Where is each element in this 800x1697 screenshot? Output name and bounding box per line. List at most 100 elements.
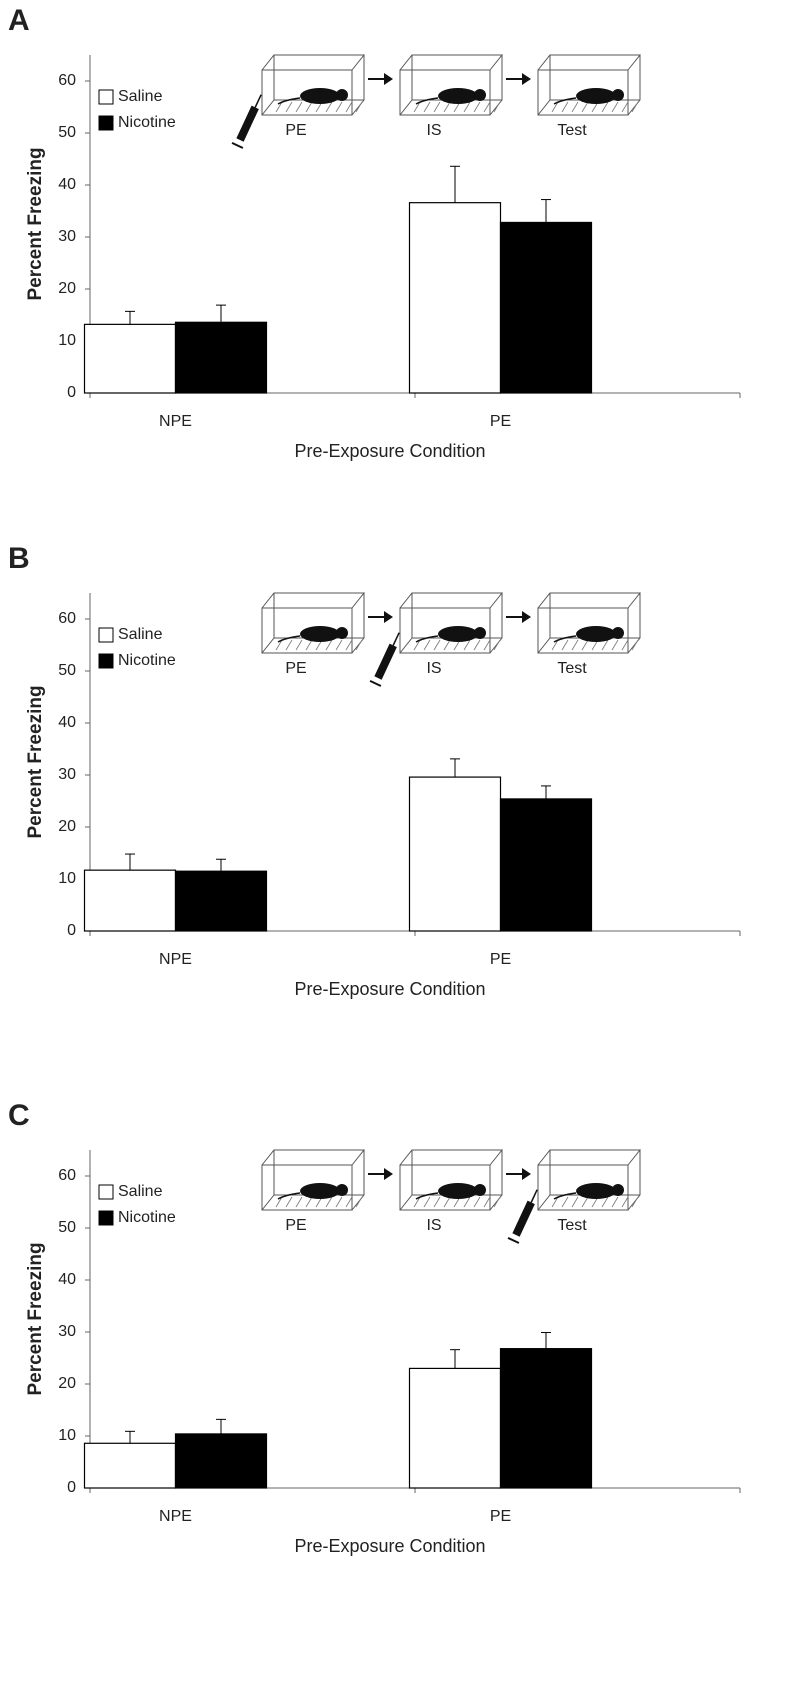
- diagram-label: Test: [557, 660, 587, 677]
- y-axis-label: Percent Freezing: [25, 1242, 46, 1395]
- floor-hatch: [581, 639, 589, 651]
- bar: [408, 1367, 502, 1489]
- floor-hatch: [305, 1196, 313, 1208]
- diagram-label: Test: [557, 1217, 587, 1234]
- mouse-tail: [553, 1192, 577, 1200]
- syringe-barrel: [236, 105, 259, 142]
- legend-label: Nicotine: [118, 114, 176, 131]
- y-tick-label: 50: [58, 1219, 76, 1236]
- floor-hatch: [355, 1196, 363, 1208]
- floor-hatch: [493, 101, 501, 113]
- legend-swatch: [98, 653, 114, 669]
- floor-hatch: [581, 101, 589, 113]
- floor-hatch: [621, 639, 629, 651]
- floor-hatch: [463, 639, 471, 651]
- mouse-head: [612, 89, 624, 101]
- mouse-head: [336, 89, 348, 101]
- floor-hatch: [631, 101, 639, 113]
- y-tick-label: 0: [67, 922, 76, 939]
- bar: [408, 202, 502, 394]
- y-axis-label: Percent Freezing: [25, 685, 46, 838]
- x-tick-label: PE: [490, 1508, 511, 1525]
- floor-hatch: [295, 101, 303, 113]
- diagram-label: IS: [426, 122, 441, 139]
- floor-hatch: [611, 1196, 619, 1208]
- floor-hatch: [581, 1196, 589, 1208]
- syringe-barrel: [512, 1200, 535, 1237]
- y-tick-label: 40: [58, 176, 76, 193]
- floor-hatch: [463, 101, 471, 113]
- legend-label: Saline: [118, 1183, 163, 1200]
- floor-hatch: [561, 1196, 569, 1208]
- mouse-head: [474, 1184, 486, 1196]
- y-tick-label: 0: [67, 384, 76, 401]
- floor-hatch: [551, 639, 559, 651]
- mouse-body: [576, 626, 616, 642]
- mouse-head: [336, 627, 348, 639]
- floor-hatch: [463, 1196, 471, 1208]
- floor-hatch: [443, 639, 451, 651]
- mouse-body: [438, 626, 478, 642]
- y-tick-label: 20: [58, 1375, 76, 1392]
- y-tick-label: 20: [58, 818, 76, 835]
- floor-hatch: [631, 1196, 639, 1208]
- x-axis-label: Pre-Exposure Condition: [294, 1536, 485, 1556]
- diagram-label: PE: [285, 122, 306, 139]
- mouse-tail: [415, 635, 439, 643]
- floor-hatch: [335, 1196, 343, 1208]
- box: [261, 54, 366, 116]
- y-tick-label: 40: [58, 1271, 76, 1288]
- floor-hatch: [285, 639, 293, 651]
- mouse-head: [612, 1184, 624, 1196]
- arrow: [368, 73, 393, 85]
- floor-hatch: [335, 101, 343, 113]
- floor-hatch: [423, 639, 431, 651]
- floor-hatch: [611, 101, 619, 113]
- y-tick-label: 10: [58, 870, 76, 887]
- floor-hatch: [433, 101, 441, 113]
- floor-hatch: [473, 1196, 481, 1208]
- syringe-plunger: [507, 1236, 520, 1244]
- y-tick-label: 20: [58, 280, 76, 297]
- floor-hatch: [345, 1196, 353, 1208]
- mouse-body: [300, 1183, 340, 1199]
- floor-hatch: [483, 101, 491, 113]
- y-tick-label: 50: [58, 662, 76, 679]
- arrow: [368, 1168, 393, 1180]
- floor-hatch: [561, 101, 569, 113]
- mouse-body: [300, 88, 340, 104]
- bar: [408, 776, 502, 932]
- floor-hatch: [551, 1196, 559, 1208]
- floor-hatch: [473, 639, 481, 651]
- floor-hatch: [295, 1196, 303, 1208]
- mouse-tail: [553, 97, 577, 105]
- y-tick-label: 30: [58, 1323, 76, 1340]
- arrow: [506, 1168, 531, 1180]
- panel: A Percent Freezing 0 10 20 30 40 50 60 NPE PE Pre-E…: [8, 4, 741, 461]
- syringe: [369, 632, 400, 687]
- syringe: [507, 1189, 538, 1244]
- floor-hatch: [275, 1196, 283, 1208]
- mouse-tail: [277, 97, 301, 105]
- legend-label: Saline: [118, 626, 163, 643]
- mouse-body: [438, 1183, 478, 1199]
- floor-hatch: [305, 101, 313, 113]
- box: [261, 1149, 366, 1211]
- floor-hatch: [601, 639, 609, 651]
- panel: C Percent Freezing 0 10 20 30 40 50 60 NPE PE Pre-E…: [8, 1099, 741, 1556]
- floor-hatch: [413, 101, 421, 113]
- x-tick-label: NPE: [159, 413, 192, 430]
- floor-hatch: [285, 101, 293, 113]
- arrow: [506, 73, 531, 85]
- y-tick-label: 30: [58, 766, 76, 783]
- floor-hatch: [275, 101, 283, 113]
- legend-label: Saline: [118, 88, 163, 105]
- mouse-tail: [415, 1192, 439, 1200]
- floor-hatch: [335, 639, 343, 651]
- panel: B Percent Freezing 0 10 20 30 40 50 60 NPE PE Pre-E…: [8, 542, 741, 999]
- x-axis-label: Pre-Exposure Condition: [294, 441, 485, 461]
- mouse-tail: [277, 1192, 301, 1200]
- legend-swatch: [98, 1210, 114, 1226]
- bar: [174, 321, 268, 394]
